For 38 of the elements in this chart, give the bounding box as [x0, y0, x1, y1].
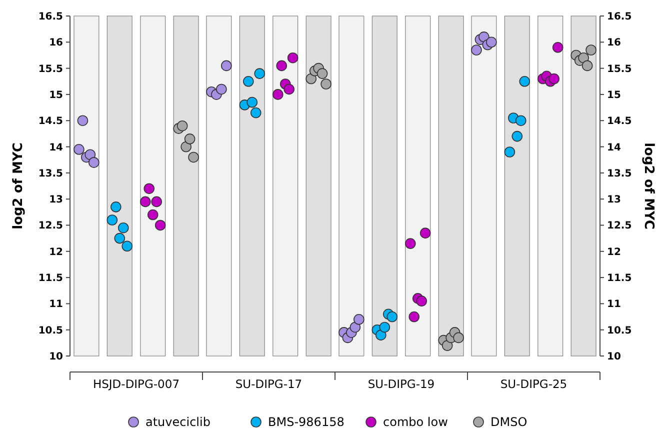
- x-tick-label: SU-DIPG-17: [235, 377, 302, 391]
- y-tick-label: 13.5: [38, 168, 64, 180]
- legend-label: atuveciclib: [146, 415, 210, 430]
- y2-tick-label: 16: [607, 38, 621, 49]
- legend-label: DMSO: [490, 415, 528, 430]
- y-tick-label: 15.5: [38, 64, 64, 75]
- y2-tick-label: 14: [607, 142, 621, 154]
- y2-tick-label: 11: [607, 299, 621, 310]
- y-tick-label: 10: [49, 352, 64, 362]
- y-axis-title: log2 of MYC: [11, 142, 26, 230]
- legend-label: BMS-986158: [268, 415, 344, 430]
- y2-tick-label: 15.5: [607, 64, 632, 75]
- y-tick-label: 12.5: [38, 220, 64, 232]
- y2-tick-label: 12.5: [607, 220, 632, 232]
- y2-tick-label: 14.5: [607, 116, 632, 128]
- x-tick-label: SU-DIPG-19: [368, 377, 435, 391]
- legend-label: combo low: [383, 415, 448, 430]
- y-tick-label: 11: [49, 299, 64, 310]
- y2-tick-label: 12: [607, 246, 621, 258]
- y2-axis-title: log2 of MYC: [641, 142, 656, 230]
- y-tick-label: 14: [49, 142, 64, 154]
- y-tick-label: 10.5: [38, 325, 64, 336]
- y-tick-label: 14.5: [38, 116, 64, 128]
- x-tick-label: SU-DIPG-25: [500, 377, 568, 391]
- y2-tick-label: 11.5: [607, 273, 632, 284]
- y2-tick-label: 15: [607, 90, 621, 101]
- y2-tick-label: 10: [607, 352, 621, 362]
- x-tick-label: HSJD-DIPG-007: [92, 377, 180, 391]
- y-tick-label: 16.5: [38, 12, 64, 22]
- y2-tick-label: 16.5: [607, 12, 632, 22]
- y-tick-label: 13: [49, 194, 64, 206]
- y-tick-label: 15: [49, 90, 64, 101]
- y2-tick-label: 13.5: [607, 168, 632, 180]
- y-tick-label: 16: [49, 38, 64, 49]
- y2-tick-label: 13: [607, 194, 621, 206]
- y-tick-label: 11.5: [38, 273, 64, 284]
- y-tick-label: 12: [49, 246, 64, 258]
- y2-tick-label: 10.5: [607, 325, 632, 336]
